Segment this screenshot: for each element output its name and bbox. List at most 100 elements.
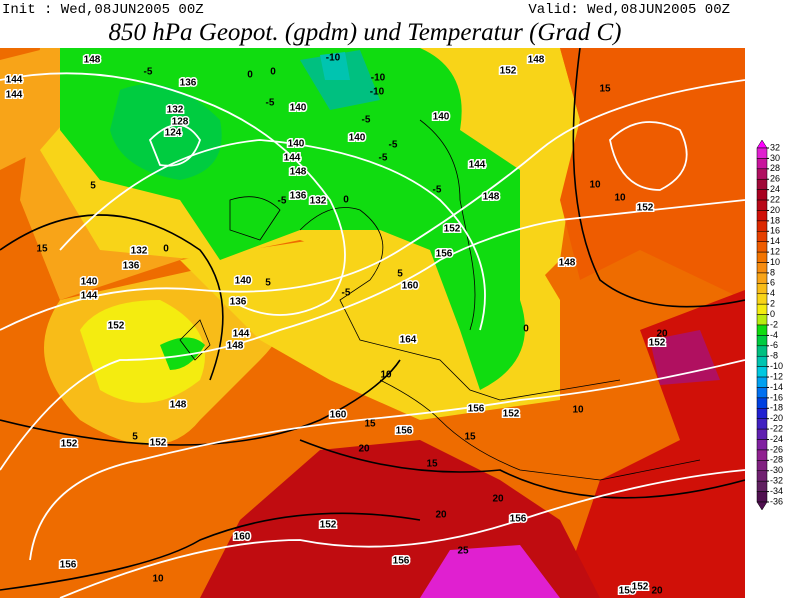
colorbar-box bbox=[756, 418, 768, 430]
contour-label: 144 bbox=[469, 160, 486, 171]
colorbar-box bbox=[756, 408, 768, 419]
contour-label: 10 bbox=[572, 405, 584, 416]
contour-label: 136 bbox=[180, 78, 197, 89]
contour-label: 10 bbox=[589, 180, 601, 191]
contour-label: 148 bbox=[483, 192, 500, 203]
contour-label: 144 bbox=[6, 90, 23, 101]
valid-time: Valid: Wed,08JUN2005 00Z bbox=[528, 2, 730, 18]
contour-label: 20 bbox=[435, 510, 447, 521]
contour-label: 15 bbox=[599, 84, 611, 95]
init-time: Init : Wed,08JUN2005 00Z bbox=[2, 2, 204, 18]
colorbar-box bbox=[756, 491, 768, 503]
contour-label: -5 bbox=[362, 115, 371, 126]
contour-label: 10 bbox=[614, 193, 626, 204]
contour-label: 132 bbox=[167, 105, 184, 116]
contour-label: 10 bbox=[380, 370, 392, 381]
contour-label: 136 bbox=[290, 191, 307, 202]
colorbar-label: 18 bbox=[770, 215, 780, 225]
contour-label: 160 bbox=[330, 410, 347, 421]
contour-label: -5 bbox=[342, 288, 351, 299]
contour-label: 0 bbox=[523, 324, 529, 335]
colorbar-box bbox=[756, 428, 768, 440]
contour-label: -5 bbox=[379, 153, 388, 164]
colorbar-label: 10 bbox=[770, 257, 780, 267]
contour-label: 156 bbox=[396, 426, 413, 437]
contour-label: 152 bbox=[61, 439, 78, 450]
contour-label: 15 bbox=[364, 419, 376, 430]
contour-label: 152 bbox=[150, 438, 167, 449]
colorbar-box bbox=[756, 147, 768, 159]
contour-label: 128 bbox=[172, 117, 189, 128]
contour-label: 132 bbox=[310, 196, 327, 207]
contour-label: 5 bbox=[90, 181, 96, 192]
colorbar-label: 20 bbox=[770, 205, 780, 215]
contour-label: 140 bbox=[349, 133, 366, 144]
colorbar-label: -22 bbox=[770, 423, 783, 433]
contour-label: 156 bbox=[468, 404, 485, 415]
colorbar-label: -36 bbox=[770, 496, 783, 506]
colorbar-label: -10 bbox=[770, 361, 783, 371]
contour-label: 124 bbox=[165, 128, 182, 139]
colorbar-box bbox=[756, 324, 768, 336]
colorbar-box bbox=[756, 376, 768, 388]
contour-label: 156 bbox=[510, 514, 527, 525]
contour-label: -10 bbox=[370, 87, 385, 98]
contour-label: 140 bbox=[288, 139, 305, 150]
colorbar-box bbox=[756, 231, 768, 242]
colorbar-label: 14 bbox=[770, 236, 780, 246]
contour-label: 148 bbox=[528, 55, 545, 66]
contour-label: 10 bbox=[152, 574, 164, 585]
colorbar-box bbox=[756, 470, 768, 482]
colorbar-box bbox=[756, 335, 768, 347]
map bbox=[0, 48, 745, 598]
contour-label: 20 bbox=[651, 586, 663, 597]
contour-label: 148 bbox=[227, 341, 244, 352]
colorbar-label: -30 bbox=[770, 465, 783, 475]
colorbar-box bbox=[756, 262, 768, 274]
colorbar-label: -8 bbox=[770, 351, 778, 361]
contour-label: 140 bbox=[81, 277, 98, 288]
colorbar-box bbox=[756, 272, 768, 284]
contour-label: 156 bbox=[60, 560, 77, 571]
colorbar-box bbox=[756, 366, 768, 378]
colorbar: 32302826242220181614121086420-2-4-6-8-10… bbox=[756, 139, 783, 511]
colorbar-label: 32 bbox=[770, 142, 780, 152]
colorbar-box bbox=[756, 168, 768, 180]
colorbar-label: -26 bbox=[770, 444, 783, 454]
colorbar-label: -16 bbox=[770, 392, 783, 402]
colorbar-box bbox=[756, 449, 768, 461]
contour-label: 15 bbox=[464, 432, 476, 443]
contour-label: -10 bbox=[326, 53, 341, 64]
colorbar-label: -24 bbox=[770, 434, 783, 444]
colorbar-box bbox=[756, 158, 768, 170]
colorbar-label: 12 bbox=[770, 246, 780, 256]
contour-label: 148 bbox=[170, 400, 187, 411]
contour-label: -10 bbox=[371, 73, 386, 84]
colorbar-box bbox=[756, 314, 768, 326]
contour-label: 164 bbox=[400, 335, 417, 346]
contour-label: 148 bbox=[84, 55, 101, 66]
colorbar-label: 0 bbox=[770, 309, 775, 319]
colorbar-bottom bbox=[756, 501, 768, 511]
map-title: 850 hPa Geopot. (gpdm) und Temperatur (G… bbox=[109, 19, 622, 46]
contour-label: 152 bbox=[444, 224, 461, 235]
contour-label: -5 bbox=[278, 196, 287, 207]
colorbar-top bbox=[756, 139, 768, 149]
contour-label: 144 bbox=[284, 153, 301, 164]
colorbar-label: 22 bbox=[770, 194, 780, 204]
colorbar-box bbox=[756, 241, 768, 253]
contour-label: 0 bbox=[270, 67, 276, 78]
colorbar-box bbox=[756, 387, 768, 399]
colorbar-label: -2 bbox=[770, 319, 778, 329]
contour-label: 160 bbox=[234, 532, 251, 543]
contour-label: 140 bbox=[433, 112, 450, 123]
colorbar-box bbox=[756, 355, 768, 367]
contour-label: 156 bbox=[393, 556, 410, 567]
contour-label: 132 bbox=[131, 246, 148, 257]
colorbar-label: 8 bbox=[770, 267, 775, 277]
colorbar-box bbox=[756, 251, 768, 263]
contour-label: 156 bbox=[436, 249, 453, 260]
contour-label: 152 bbox=[649, 338, 666, 349]
contour-label: 140 bbox=[235, 276, 252, 287]
